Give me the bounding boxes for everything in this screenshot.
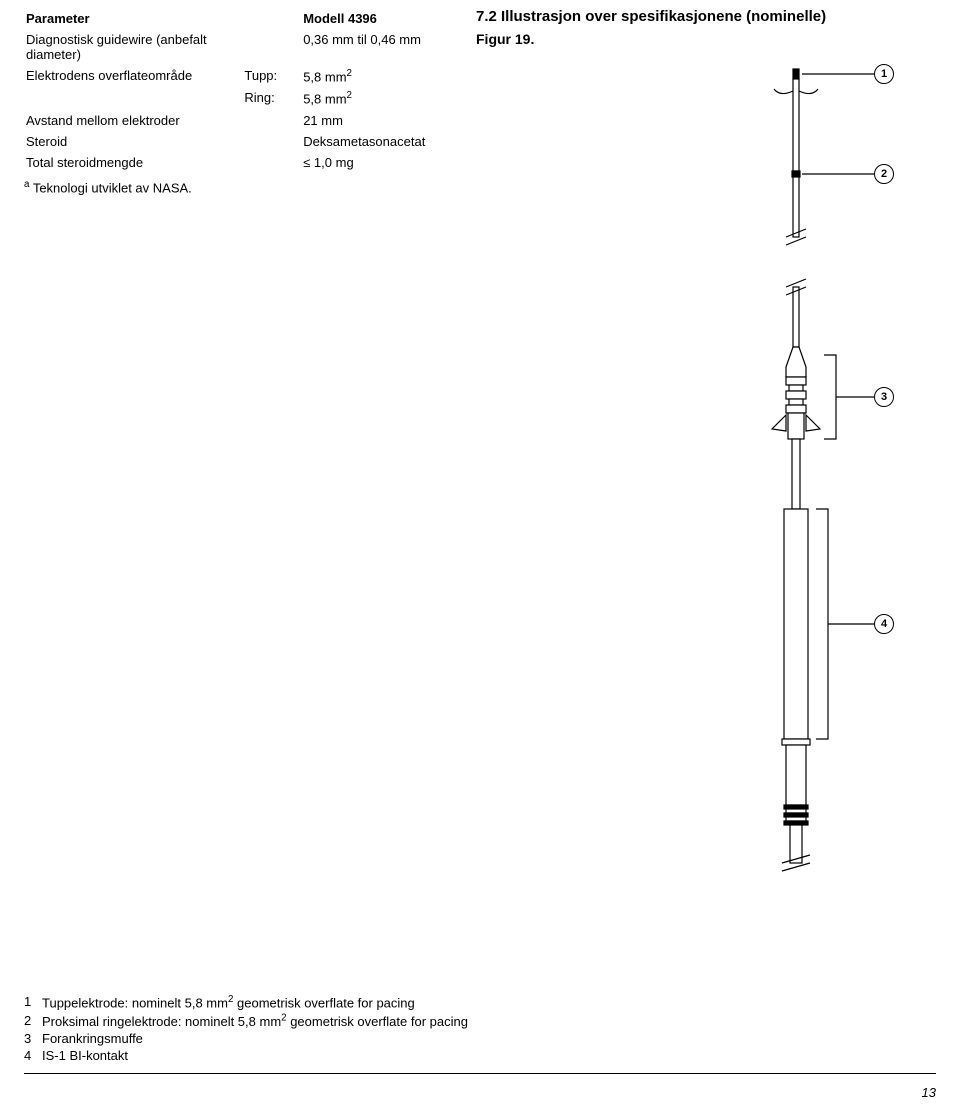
table-row: Avstand mellom elektroder 21 mm (24, 110, 444, 131)
lead-svg (476, 57, 956, 957)
page-number: 13 (922, 1085, 936, 1100)
table-row: Ring: 5,8 mm2 (24, 87, 444, 109)
callout-3: 3 (874, 387, 894, 407)
spec-table: Parameter Modell 4396 Diagnostisk guidew… (24, 8, 444, 173)
legend-item: 3 Forankringsmuffe (24, 1031, 936, 1046)
callout-2: 2 (874, 164, 894, 184)
figure-label: Figur 19. (476, 31, 956, 47)
table-row: Total steroidmengde ≤ 1,0 mg (24, 152, 444, 173)
table-row: Diagnostisk guidewire (anbefalt diameter… (24, 29, 444, 65)
lead-illustration: 1 2 3 4 (476, 57, 956, 957)
callout-1: 1 (874, 64, 894, 84)
legend-item: 2 Proksimal ringelektrode: nominelt 5,8 … (24, 1013, 936, 1029)
callout-4: 4 (874, 614, 894, 634)
illustration-section: 7.2 Illustrasjon over spesifikasjonene (… (476, 8, 956, 957)
legend-item: 1 Tuppelektrode: nominelt 5,8 mm2 geomet… (24, 994, 936, 1010)
section-heading: 7.2 Illustrasjon over spesifikasjonene (… (476, 8, 956, 25)
legend-item: 4 IS-1 BI-kontakt (24, 1048, 936, 1063)
table-footnote: a Teknologi utviklet av NASA. (24, 179, 444, 195)
spec-table-section: Parameter Modell 4396 Diagnostisk guidew… (24, 8, 444, 957)
table-header-param: Parameter (24, 8, 242, 29)
table-row: Elektrodens overflateområde Tupp: 5,8 mm… (24, 65, 444, 87)
table-row: Steroid Deksametasonacetat (24, 131, 444, 152)
figure-legend: 1 Tuppelektrode: nominelt 5,8 mm2 geomet… (24, 994, 936, 1074)
table-header-model: Modell 4396 (301, 8, 444, 29)
